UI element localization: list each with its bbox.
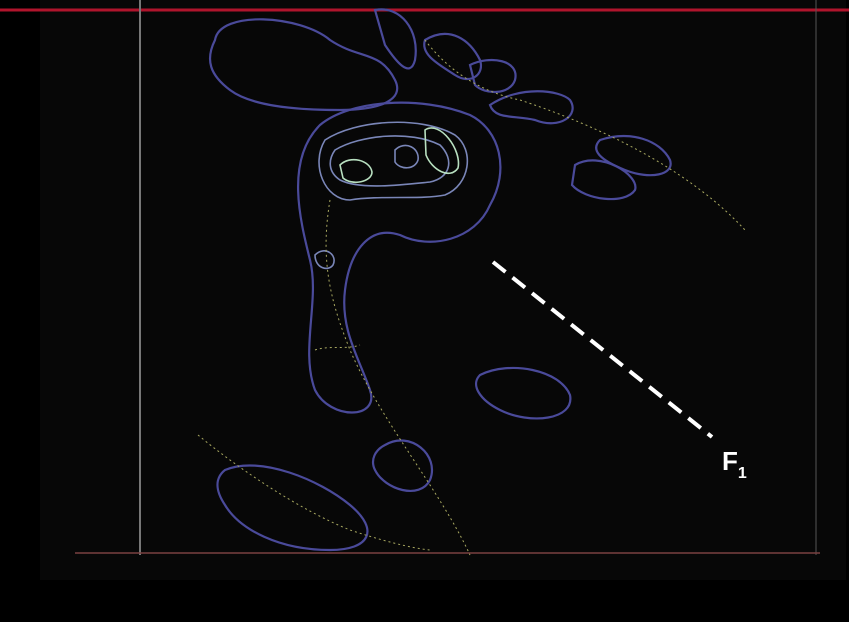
contour <box>373 8 417 70</box>
contour <box>296 101 502 414</box>
contours <box>208 8 672 552</box>
contour <box>216 464 369 552</box>
contour <box>595 135 672 177</box>
contour <box>570 159 637 201</box>
ridge-line <box>424 39 746 231</box>
contour <box>371 439 433 492</box>
contour <box>329 135 450 187</box>
ridge-lines <box>197 39 746 556</box>
contour <box>339 158 373 184</box>
contour <box>468 58 517 93</box>
ridge-line <box>314 344 361 351</box>
contour <box>488 90 574 125</box>
contour <box>208 18 399 112</box>
contour <box>423 32 483 81</box>
annotation-leader-line <box>491 260 714 439</box>
annotation-letter: F <box>722 446 738 476</box>
contour <box>314 250 335 270</box>
annotation-subscript: 1 <box>738 465 747 482</box>
contour <box>394 144 419 169</box>
contour <box>475 366 572 420</box>
ridge-line <box>325 199 471 556</box>
ridge-line <box>197 434 431 551</box>
annotation-label: F1 <box>722 446 747 482</box>
contour <box>318 121 469 201</box>
plot-panel <box>40 0 846 580</box>
contour <box>424 127 460 174</box>
